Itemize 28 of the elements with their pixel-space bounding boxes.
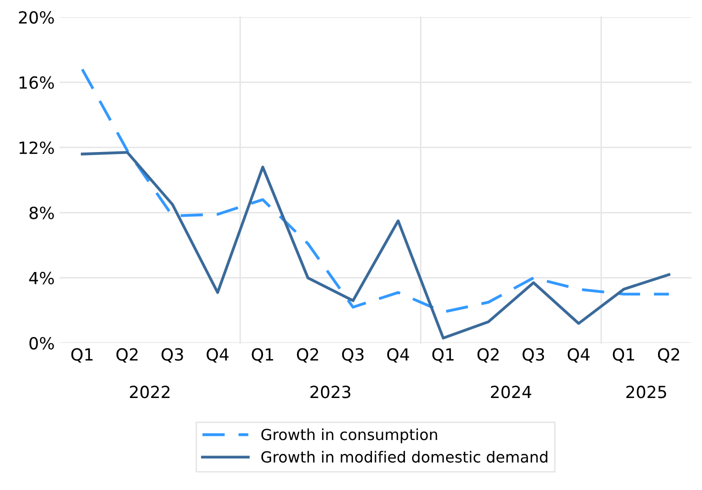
x-tick-label: Q2 <box>658 348 680 363</box>
x-tick-label: Q1 <box>612 348 634 363</box>
y-tick-label: 4% <box>29 272 54 284</box>
y-tick-label: 0% <box>29 336 54 350</box>
y-tick-label: 12% <box>20 141 54 154</box>
line-series <box>80 150 670 340</box>
x-tick-label: Q1 <box>432 348 454 363</box>
text: 2022 <box>130 386 170 398</box>
y-tick-label: 20% <box>18 11 54 24</box>
legend-label: Growth in modified domestic demand <box>261 450 548 463</box>
text: 2024 <box>490 386 532 398</box>
x-tick-label: Q1 <box>252 348 274 363</box>
x-tick-label: Q2 <box>477 348 499 363</box>
x-tick-label: Q3 <box>162 348 184 363</box>
x-tick-label: Q3 <box>522 348 544 363</box>
x-tick-label: Q2 <box>296 348 318 363</box>
line-series <box>80 68 670 314</box>
x-tick-label: Q4 <box>568 348 590 363</box>
text: 2025 <box>626 386 666 398</box>
x-tick-label: Q3 <box>342 348 364 363</box>
y-tick-label: 8% <box>30 206 54 220</box>
x-tick-label: Q2 <box>116 348 138 363</box>
x-tick-label: Q1 <box>71 348 93 363</box>
legend-label: Growth in consumption <box>261 428 438 444</box>
x-tick-label: Q4 <box>387 348 410 363</box>
x-tick-label: Q4 <box>206 348 229 363</box>
y-tick-label: 16% <box>20 76 54 89</box>
text: 2023 <box>310 386 350 398</box>
